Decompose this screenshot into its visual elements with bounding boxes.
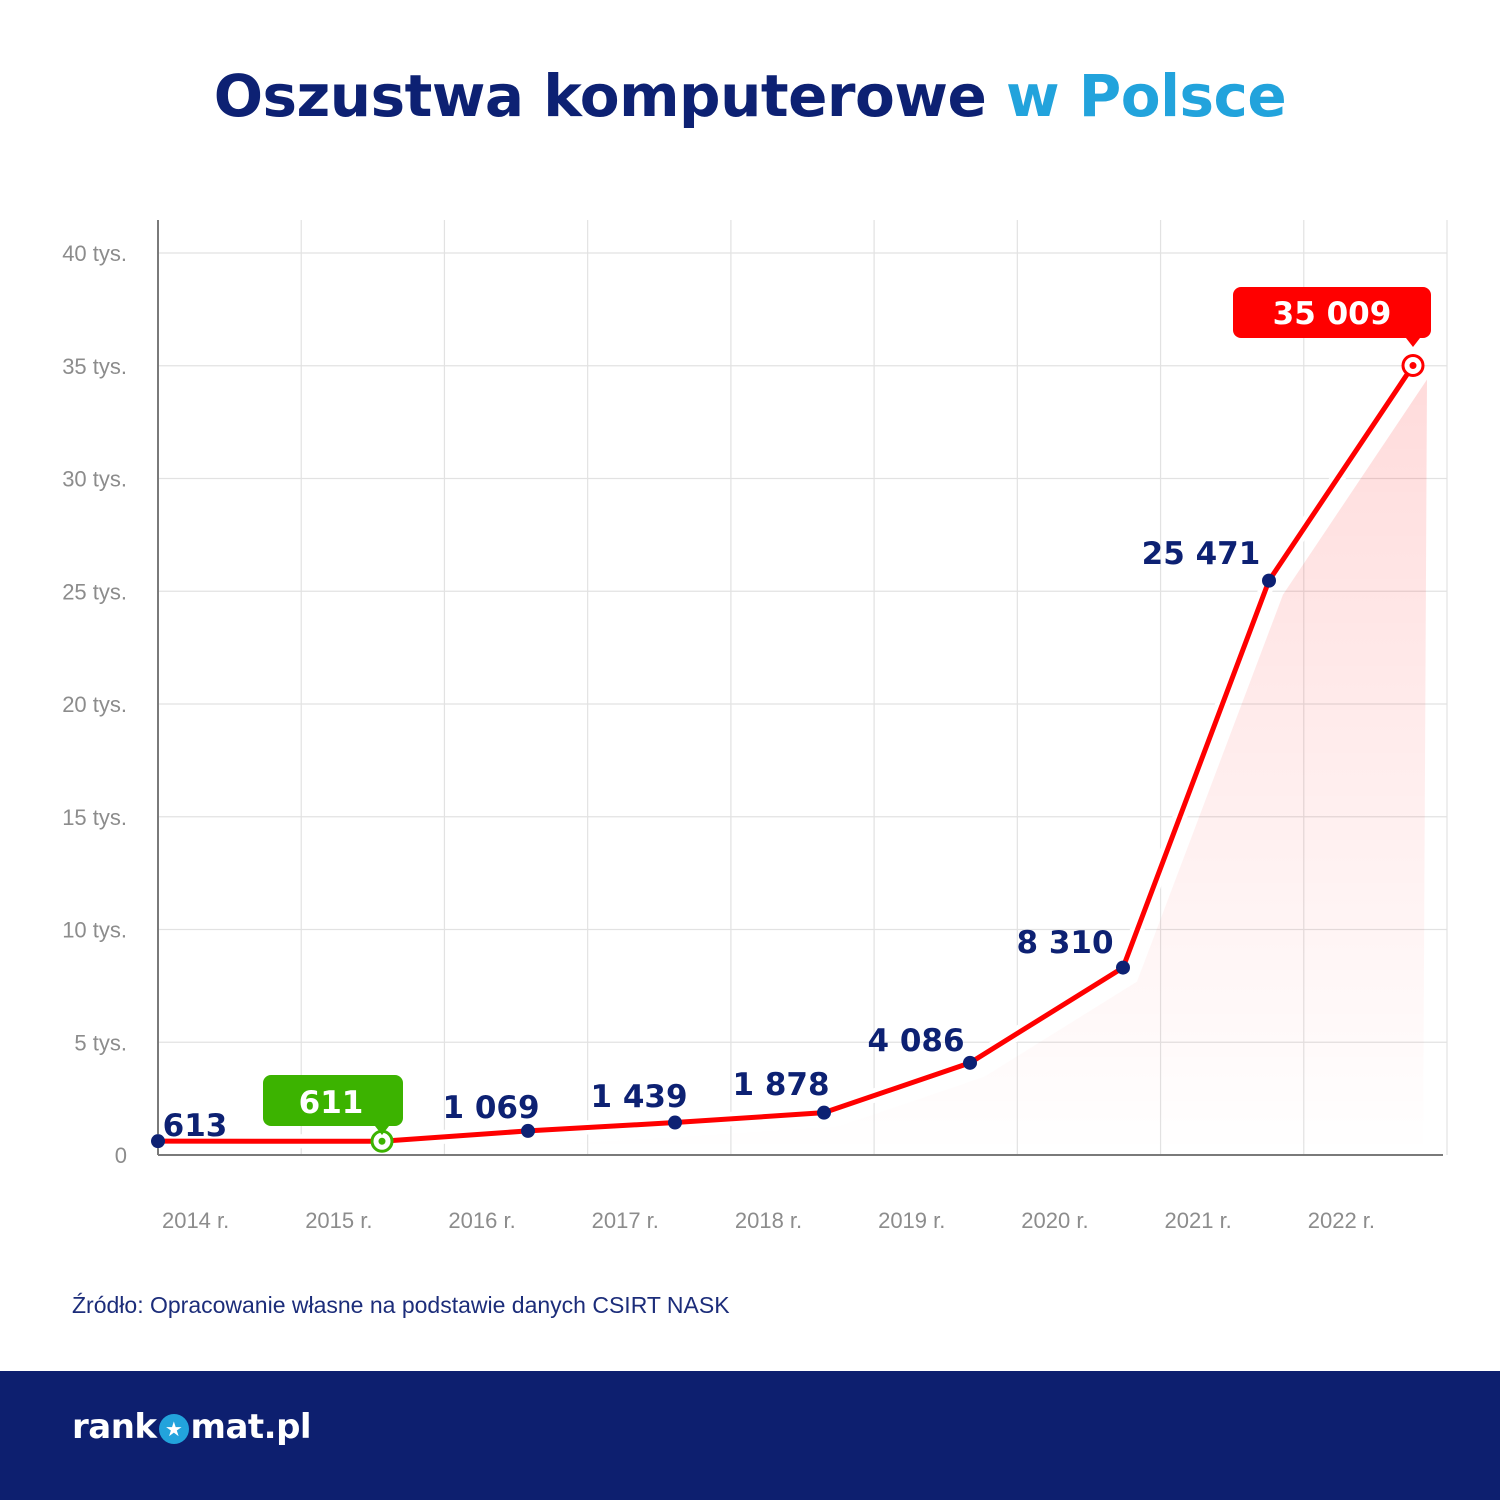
min-callout-tip — [375, 1126, 389, 1135]
x-tick-label: 2022 r. — [1308, 1208, 1375, 1233]
x-tick-label: 2021 r. — [1165, 1208, 1232, 1233]
data-label: 1 069 — [442, 1090, 539, 1126]
title-main: Oszustwa komputerowe — [213, 62, 987, 130]
area-fill — [158, 379, 1427, 1156]
min-callout — [263, 1075, 403, 1135]
y-tick-label: 35 tys. — [62, 354, 127, 379]
data-point — [521, 1123, 535, 1138]
y-tick-label: 25 tys. — [62, 579, 127, 604]
data-label: 1 439 — [590, 1079, 687, 1115]
max-callout-tip — [1406, 338, 1420, 347]
y-tick-label: 10 tys. — [62, 918, 127, 943]
data-label: 1 878 — [732, 1067, 829, 1103]
data-point — [668, 1115, 682, 1130]
data-label: 8 310 — [1016, 925, 1113, 961]
data-point — [817, 1105, 831, 1120]
max-callout-box — [1233, 287, 1431, 338]
data-label: 613 — [163, 1108, 228, 1144]
data-label: 4 086 — [867, 1023, 964, 1059]
data-point — [1262, 573, 1276, 588]
x-tick-label: 2019 r. — [878, 1208, 945, 1233]
line-chart: 0 5 tys. 10 tys. 15 tys. 20 tys. 25 tys. 30 ty… — [62, 220, 1448, 1233]
callout-label: 611 — [299, 1085, 364, 1121]
max-callout — [1233, 287, 1431, 347]
y-tick-label: 5 tys. — [74, 1030, 127, 1055]
star-icon: ★ — [158, 1414, 189, 1444]
y-tick-label: 15 tys. — [62, 805, 127, 830]
x-tick-label: 2018 r. — [735, 1208, 802, 1233]
y-tick-label: 0 — [115, 1143, 127, 1168]
y-tick-label: 40 tys. — [62, 241, 127, 266]
y-tick-label: 20 tys. — [62, 692, 127, 717]
min-callout-box — [263, 1075, 403, 1126]
y-tick-label: 30 tys. — [62, 467, 127, 492]
highlight-point-dot — [378, 1137, 386, 1145]
data-label: 25 471 — [1142, 536, 1261, 572]
highlight-point-dot — [1409, 362, 1417, 370]
logo-text-right: mat.pl — [190, 1407, 312, 1447]
source-note: Źródło: Opracowanie własne na podstawie … — [72, 1292, 730, 1318]
data-point — [963, 1055, 977, 1070]
data-point — [151, 1134, 165, 1149]
logo-text-left: rank — [72, 1407, 157, 1447]
x-tick-label: 2017 r. — [592, 1208, 659, 1233]
x-tick-label: 2020 r. — [1021, 1208, 1088, 1233]
footer-bar: rank ★ mat.pl — [0, 1371, 1500, 1500]
logo[interactable]: rank ★ mat.pl — [72, 1407, 312, 1447]
x-tick-label: 2015 r. — [305, 1208, 372, 1233]
callout-label: 35 009 — [1273, 296, 1392, 332]
data-point — [1116, 960, 1130, 975]
chart-title: Oszustwa komputerowe w Polsce — [0, 62, 1500, 130]
x-tick-label: 2016 r. — [448, 1208, 515, 1233]
x-tick-label: 2014 r. — [162, 1208, 229, 1233]
title-accent: w Polsce — [1006, 62, 1287, 130]
